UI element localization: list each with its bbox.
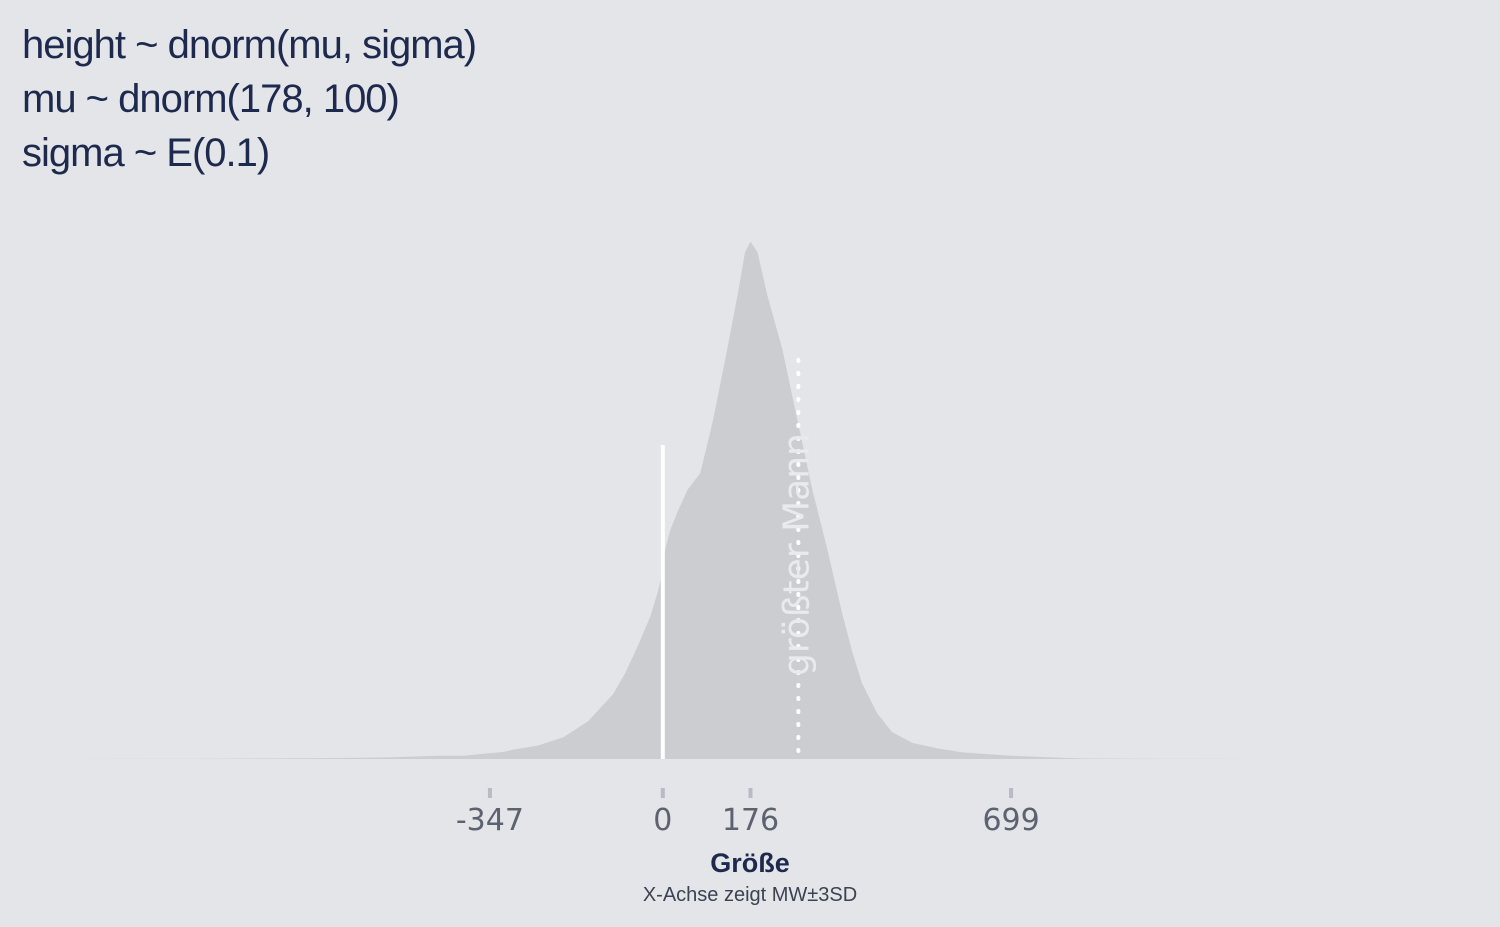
x-tick-label: 699 <box>982 803 1039 838</box>
x-tick-label: 0 <box>653 803 672 838</box>
x-axis-title: Größe <box>710 848 790 878</box>
reference-line-layer: größter Mann <box>660 358 817 759</box>
x-axis-subtitle: X-Achse zeigt MW±3SD <box>643 884 857 906</box>
chart-title: height ~ dnorm(mu, sigma) mu ~ dnorm(178… <box>22 18 477 180</box>
title-line-1: height ~ dnorm(mu, sigma) <box>22 23 477 67</box>
title-line-2: mu ~ dnorm(178, 100) <box>22 77 400 121</box>
title-line-3: sigma ~ E(0.1) <box>22 131 270 175</box>
density-area <box>40 241 1460 760</box>
reference-line-label: größter Mann <box>776 433 817 676</box>
density-area-layer <box>40 241 1460 760</box>
x-tick-label: 176 <box>722 803 779 838</box>
x-tick-label: -347 <box>456 803 524 838</box>
x-axis: -347 0 176 699 <box>456 788 1040 838</box>
